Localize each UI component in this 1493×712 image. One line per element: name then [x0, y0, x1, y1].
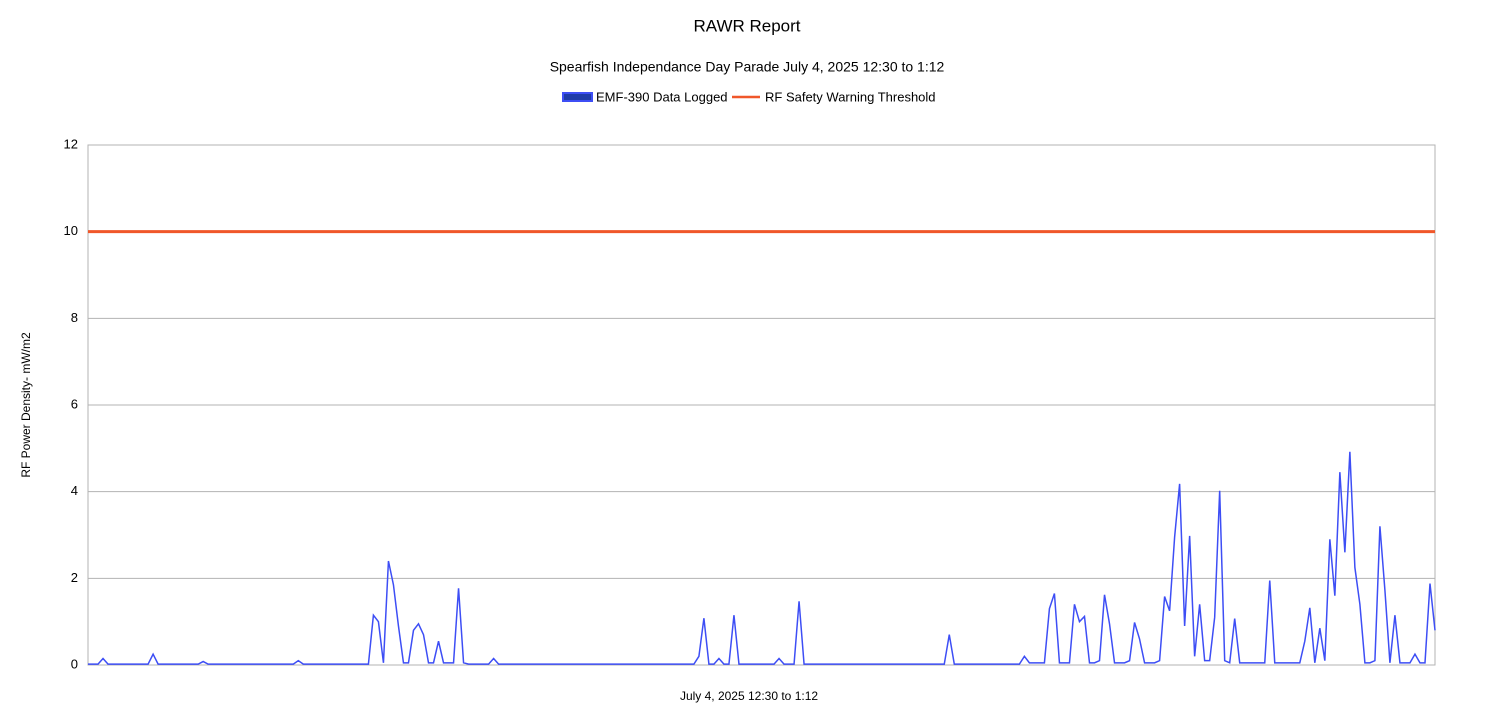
plot-frame [87, 144, 1436, 666]
legend-label: EMF-390 Data Logged [596, 89, 728, 104]
chart-subtitle: Spearfish Independance Day Parade July 4… [550, 59, 945, 75]
y-tick-label: 0 [71, 656, 78, 671]
y-tick-label: 6 [71, 396, 78, 411]
x-axis-label: July 4, 2025 12:30 to 1:12 [680, 689, 818, 703]
data-line [88, 451, 1436, 665]
y-tick-label: 8 [71, 310, 78, 325]
legend-label: RF Safety Warning Threshold [765, 89, 936, 104]
legend-swatch [562, 92, 593, 102]
chart-title: RAWR Report [693, 16, 800, 35]
y-tick-label: 10 [64, 223, 78, 238]
y-axis-label: RF Power Density- mW/m2 [19, 332, 33, 478]
y-tick-label: 12 [64, 136, 78, 151]
y-tick-label: 4 [71, 483, 78, 498]
y-tick-label: 2 [71, 570, 78, 585]
